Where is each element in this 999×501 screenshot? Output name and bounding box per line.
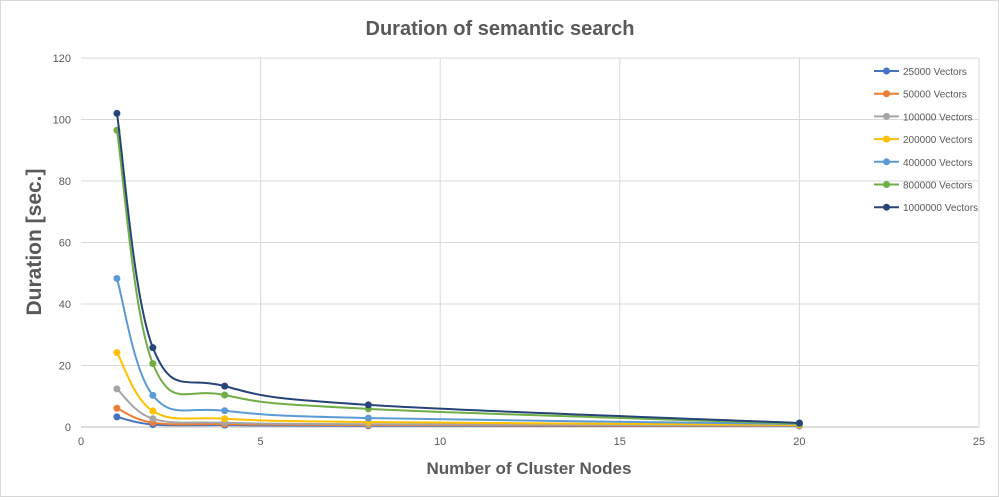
- y-tick-label: 120: [53, 53, 71, 65]
- legend-label: 1000000 Vectors: [903, 203, 978, 214]
- data-point: [221, 415, 229, 423]
- y-tick-label: 20: [59, 361, 71, 373]
- series-line: [115, 130, 800, 425]
- y-tick-label: 0: [65, 422, 71, 434]
- axes: 0 5 10 15 20 25 0 20 40 60 80 100 120: [53, 53, 985, 448]
- legend-label: 200000 Vectors: [903, 135, 973, 146]
- gridlines: [81, 57, 980, 427]
- data-point: [113, 404, 121, 412]
- legend-label: 100000 Vectors: [903, 112, 973, 123]
- y-tick-label: 80: [59, 176, 71, 188]
- legend-item: 50000 Vectors: [874, 90, 967, 101]
- legend-swatch-marker: [883, 90, 890, 98]
- data-point: [113, 109, 121, 117]
- series-400000-vectors: [113, 274, 803, 428]
- series-line: [115, 278, 800, 425]
- x-tick-label: 10: [434, 436, 446, 448]
- x-tick-label: 5: [258, 436, 264, 448]
- legend-swatch-marker: [883, 112, 890, 120]
- x-tick-label: 0: [78, 436, 84, 448]
- data-point: [149, 360, 157, 368]
- series-1000000-vectors: [113, 109, 803, 427]
- data-point: [113, 349, 121, 357]
- data-point: [113, 413, 121, 421]
- legend-swatch-marker: [883, 135, 890, 143]
- legend-swatch-marker: [883, 158, 890, 166]
- legend-swatch-marker: [883, 67, 890, 75]
- data-point: [149, 391, 157, 399]
- y-tick-label: 60: [59, 238, 71, 250]
- data-point: [795, 419, 803, 427]
- x-tick-label: 15: [614, 436, 626, 448]
- data-point: [149, 415, 157, 423]
- legend-item: 100000 Vectors: [874, 112, 973, 123]
- legend-swatch-marker: [883, 181, 890, 188]
- data-point: [113, 385, 121, 393]
- series-800000-vectors: [113, 126, 803, 428]
- series-200000-vectors: [113, 349, 803, 429]
- legend-label: 50000 Vectors: [903, 90, 967, 101]
- series-line: [116, 352, 800, 426]
- legend: 25000 Vectors 50000 Vectors 100000 Vectors…: [874, 67, 978, 214]
- series-line: [115, 113, 800, 425]
- data-point: [364, 401, 372, 409]
- legend-item: 25000 Vectors: [874, 67, 967, 78]
- data-point: [221, 407, 229, 415]
- data-point: [221, 382, 229, 390]
- legend-label: 400000 Vectors: [903, 158, 973, 169]
- data-point: [364, 414, 372, 422]
- x-tick-label: 25: [973, 436, 985, 448]
- y-tick-label: 100: [53, 115, 71, 127]
- data-point: [149, 407, 157, 415]
- legend-item: 1000000 Vectors: [874, 203, 978, 214]
- y-tick-label: 40: [59, 299, 71, 311]
- chart-title: Duration of semantic search: [366, 18, 635, 40]
- legend-item: 400000 Vectors: [874, 158, 973, 169]
- x-axis-title: Number of Cluster Nodes: [427, 459, 632, 478]
- data-point: [221, 391, 229, 399]
- series-group: [113, 109, 803, 430]
- x-tick-label: 20: [793, 436, 805, 448]
- data-point: [113, 274, 121, 282]
- data-point: [149, 344, 157, 352]
- legend-label: 25000 Vectors: [903, 67, 967, 78]
- y-axis-title: Duration [sec.]: [23, 168, 46, 315]
- legend-item: 200000 Vectors: [874, 135, 973, 146]
- legend-item: 800000 Vectors: [874, 181, 973, 192]
- legend-swatch-marker: [883, 203, 890, 211]
- legend-label: 800000 Vectors: [903, 181, 973, 192]
